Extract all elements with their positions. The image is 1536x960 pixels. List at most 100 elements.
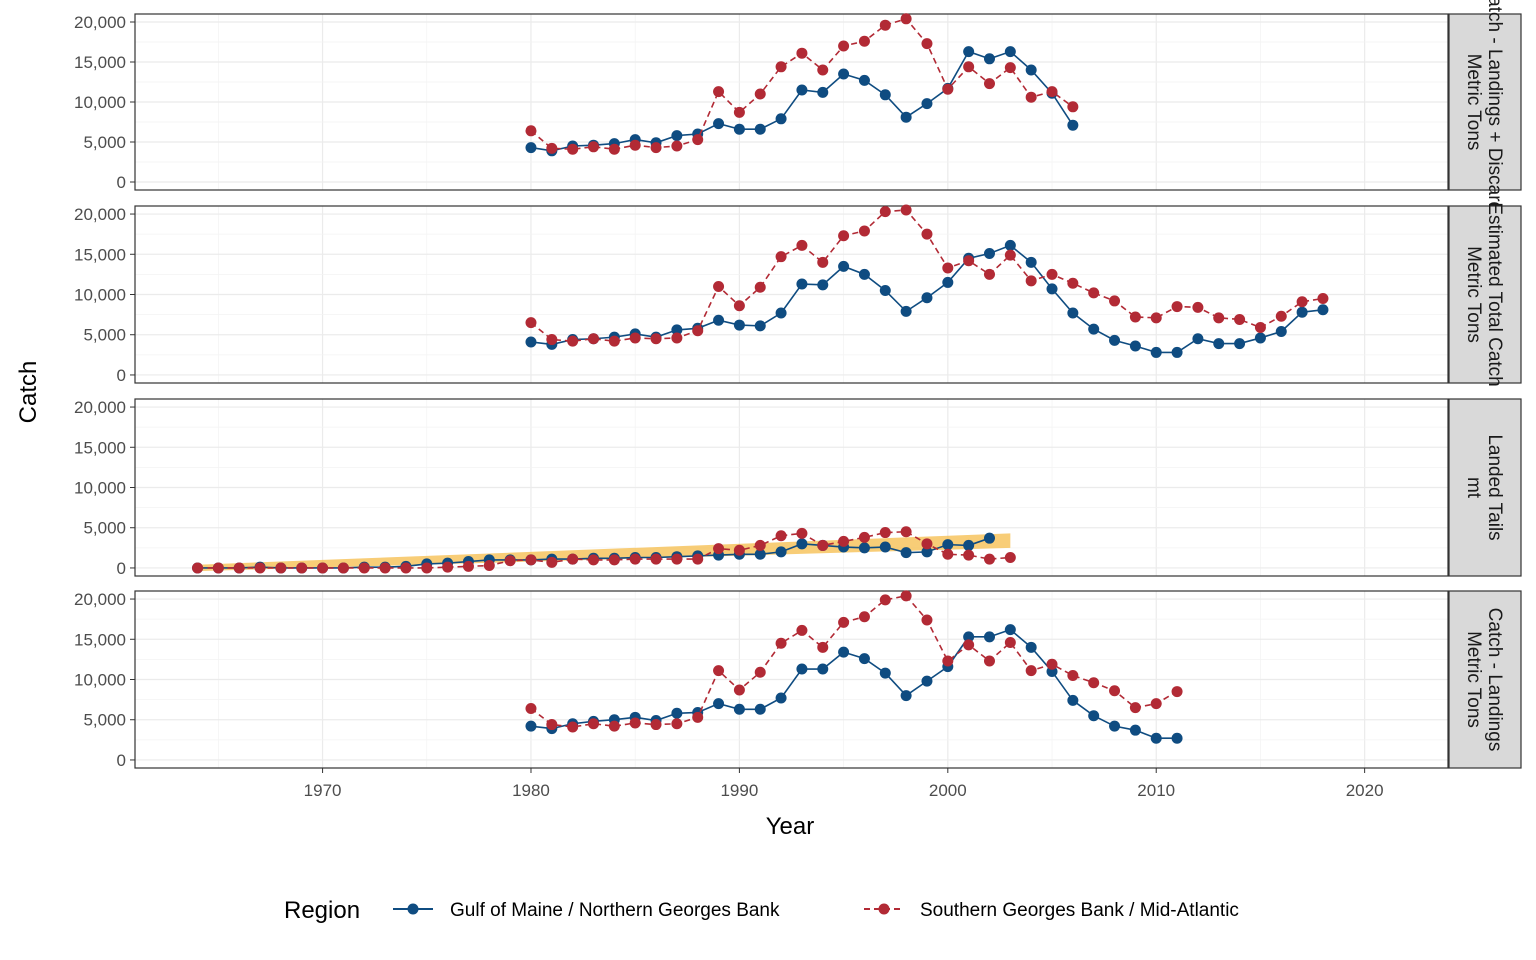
strip-label-line: Estimated Total Catch [1484, 202, 1505, 386]
data-point-south [650, 553, 662, 565]
data-point-south [525, 702, 537, 714]
data-point-south [858, 531, 870, 543]
data-point-gulf [1171, 346, 1183, 358]
data-point-gulf [525, 336, 537, 348]
grid [135, 591, 1448, 768]
y-tick-label: 0 [117, 366, 126, 385]
data-point-south [1025, 91, 1037, 103]
data-point-south [838, 230, 850, 242]
data-point-south [275, 562, 287, 574]
data-point-south [983, 268, 995, 280]
data-point-gulf [921, 546, 933, 558]
data-point-gulf [796, 538, 808, 550]
y-tick-label: 15,000 [74, 245, 126, 264]
data-point-south [983, 655, 995, 667]
data-point-south [671, 332, 683, 344]
data-point-south [1025, 275, 1037, 287]
legend-label-gulf: Gulf of Maine / Northern Georges Bank [450, 900, 780, 921]
data-point-gulf [1213, 338, 1225, 350]
data-point-gulf [796, 278, 808, 290]
y-tick-label: 5,000 [83, 711, 126, 730]
data-point-south [900, 13, 912, 25]
strip-label-line: Metric Tons [1463, 246, 1484, 343]
y-tick-label: 5,000 [83, 519, 126, 538]
x-tick-label: 1990 [720, 781, 758, 800]
data-point-south [546, 556, 558, 568]
series-south [525, 204, 1329, 347]
data-point-gulf [879, 89, 891, 101]
data-point-gulf [733, 703, 745, 715]
strip-label-line: mt [1463, 477, 1484, 499]
data-point-gulf [942, 539, 954, 551]
series-gulf [525, 624, 1183, 744]
panel-1: 0 5,000 10,000 15,000 20,000 Catch - Landings… [74, 0, 1522, 222]
data-point-south [983, 78, 995, 90]
data-point-south [317, 562, 329, 574]
data-point-south [1067, 669, 1079, 681]
data-point-south [629, 332, 641, 344]
data-point-south [442, 561, 454, 573]
data-point-south [858, 35, 870, 47]
data-point-south [1275, 310, 1287, 322]
data-point-gulf [1067, 119, 1079, 131]
data-point-gulf [671, 707, 683, 719]
data-point-gulf [754, 703, 766, 715]
strip-label-line: Metric Tons [1463, 631, 1484, 728]
x-tick-label: 2010 [1137, 781, 1175, 800]
x-tick-label: 2020 [1346, 781, 1384, 800]
data-point-gulf [983, 53, 995, 65]
legend-key-gulf [393, 903, 433, 915]
data-point-gulf [1025, 64, 1037, 76]
data-point-south [650, 719, 662, 731]
data-point-south [650, 333, 662, 345]
data-point-south [1067, 101, 1079, 113]
data-point-gulf [1296, 306, 1308, 318]
series-line-gulf [530, 628, 1178, 740]
panel-3: 0 5,000 10,000 15,000 20,000 Landed Tailsmt [74, 398, 1522, 578]
y-tick-label: 20,000 [74, 398, 126, 417]
data-point-gulf [1004, 624, 1016, 636]
data-point-gulf [775, 692, 787, 704]
data-point-gulf [983, 247, 995, 259]
data-point-south [254, 562, 266, 574]
strip-label: Estimated Total CatchMetric Tons [1463, 202, 1505, 386]
data-point-south [775, 637, 787, 649]
y-tick-label: 10,000 [74, 93, 126, 112]
data-point-south [879, 527, 891, 539]
data-point-gulf [754, 548, 766, 560]
data-point-south [692, 325, 704, 337]
data-point-south [1046, 86, 1058, 98]
data-point-gulf [1192, 333, 1204, 345]
y-tick-label: 20,000 [74, 205, 126, 224]
data-point-south [879, 594, 891, 606]
series-gulf [525, 239, 1329, 358]
y-tick-label: 0 [117, 173, 126, 192]
data-point-gulf [1171, 732, 1183, 744]
y-tick-label: 0 [117, 559, 126, 578]
y-tick-label: 10,000 [74, 479, 126, 498]
grid [135, 206, 1448, 383]
panel-2: 0 5,000 10,000 15,000 20,000 Estimated Total … [74, 202, 1522, 387]
data-point-south [1129, 311, 1141, 323]
data-point-south [942, 655, 954, 667]
data-point-gulf [754, 123, 766, 135]
legend-key-south [864, 903, 904, 915]
data-point-south [1004, 551, 1016, 563]
data-point-south [796, 47, 808, 59]
y-axis-title: Catch [15, 361, 42, 424]
data-point-south [1317, 293, 1329, 305]
data-point-south [358, 562, 370, 574]
series-line-south [530, 594, 1178, 728]
strip-label-line: Landed Tails [1484, 434, 1505, 540]
x-axis: 1970 1980 1990 2000 2010 2020 [304, 768, 1384, 800]
data-point-south [233, 562, 245, 574]
data-point-south [629, 717, 641, 729]
strip: Estimated Total CatchMetric Tons [1448, 202, 1522, 387]
data-point-south [817, 641, 829, 653]
data-point-south [525, 125, 537, 137]
data-point-gulf [879, 541, 891, 553]
y-tick-label: 0 [117, 751, 126, 770]
data-point-gulf [754, 320, 766, 332]
data-point-gulf [1234, 338, 1246, 350]
